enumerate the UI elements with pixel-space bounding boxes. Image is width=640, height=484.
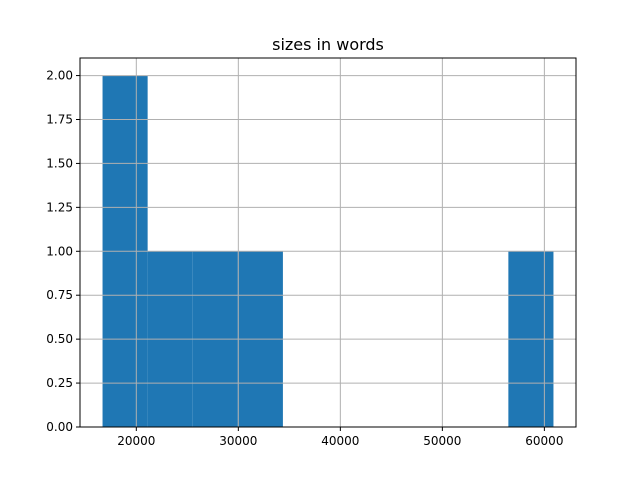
y-tick-label: 0.75 <box>46 288 73 302</box>
y-tick-label: 0.50 <box>46 332 73 346</box>
x-tick-label: 40000 <box>321 434 359 448</box>
x-tick-label: 60000 <box>525 434 563 448</box>
y-tick-label: 1.25 <box>46 200 73 214</box>
y-tick-label: 2.00 <box>46 69 73 83</box>
x-tick-label: 30000 <box>219 434 257 448</box>
y-tick-label: 0.00 <box>46 420 73 434</box>
y-tick-label: 0.25 <box>46 376 73 390</box>
y-tick-label: 1.75 <box>46 113 73 127</box>
y-tick-label: 1.50 <box>46 156 73 170</box>
chart-title: sizes in words <box>272 35 384 54</box>
axes-frame <box>79 57 577 428</box>
x-tick-label: 50000 <box>423 434 461 448</box>
y-tick-label: 1.00 <box>46 244 73 258</box>
x-tick-label: 20000 <box>117 434 155 448</box>
